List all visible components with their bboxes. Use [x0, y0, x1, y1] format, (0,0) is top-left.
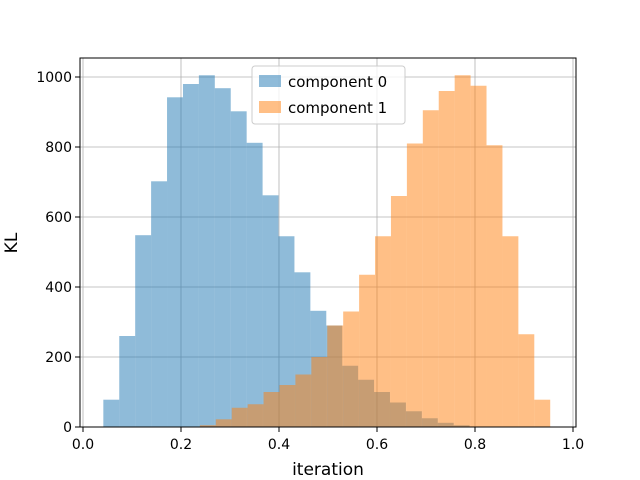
bar-component-0 [198, 75, 215, 427]
bar-component-1 [343, 311, 360, 427]
x-axis-label: iteration [292, 460, 364, 480]
x-tick-label: 0.8 [464, 437, 486, 453]
y-tick-label: 1000 [36, 70, 72, 86]
bar-component-1 [375, 236, 391, 427]
bar-component-1 [454, 75, 471, 427]
legend: component 0 component 1 [251, 65, 406, 125]
bar-component-1 [295, 374, 312, 427]
bar-component-1 [406, 143, 423, 427]
y-tick-label: 800 [45, 140, 72, 156]
y-tick-label: 0 [63, 420, 72, 436]
bar-component-1 [438, 91, 455, 427]
bar-component-0 [262, 195, 279, 427]
y-tick-label: 400 [45, 280, 72, 296]
bar-component-1 [311, 357, 328, 427]
bar-component-0 [119, 336, 136, 427]
bar-component-1 [279, 385, 296, 427]
bars-layer [103, 75, 551, 428]
bar-component-1 [215, 419, 232, 427]
y-tick-label: 600 [45, 210, 72, 226]
bar-component-1 [534, 399, 551, 427]
ticks-layer: 0.0 0.2 0.4 0.6 0.8 1.0 0 200 400 600 800 1000 [36, 70, 584, 453]
bar-component-0 [214, 88, 231, 427]
legend-swatch [259, 101, 281, 113]
y-axis-label: KL [2, 232, 22, 253]
legend-swatch [259, 75, 281, 87]
bar-component-0 [103, 399, 120, 427]
legend-label: component 1 [288, 99, 387, 117]
bar-component-0 [182, 84, 199, 427]
bar-component-0 [246, 142, 263, 428]
bar-component-1 [199, 425, 216, 427]
bar-component-1 [486, 145, 503, 427]
x-tick-label: 0.0 [72, 437, 94, 453]
bar-component-0 [230, 111, 247, 428]
plot-frame [79, 57, 577, 428]
bar-component-0 [167, 97, 183, 428]
bar-component-1 [231, 407, 248, 427]
bar-component-0 [278, 236, 295, 427]
bar-component-1 [518, 334, 535, 427]
bar-component-1 [470, 85, 487, 427]
x-tick-label: 0.6 [366, 437, 388, 453]
bar-component-1 [247, 404, 264, 427]
legend-label: component 0 [288, 73, 387, 91]
bar-component-0 [135, 235, 152, 427]
bar-component-1 [263, 392, 280, 427]
bar-component-1 [359, 274, 376, 427]
bar-component-1 [327, 325, 344, 427]
x-tick-label: 0.2 [170, 437, 192, 453]
x-tick-label: 0.4 [268, 437, 290, 453]
bar-component-1 [502, 236, 519, 427]
x-tick-label: 1.0 [562, 437, 584, 453]
legend-box [251, 65, 406, 125]
bar-component-1 [422, 110, 439, 427]
y-tick-label: 200 [45, 350, 72, 366]
bar-component-1 [390, 196, 407, 427]
bar-component-0 [151, 181, 168, 427]
